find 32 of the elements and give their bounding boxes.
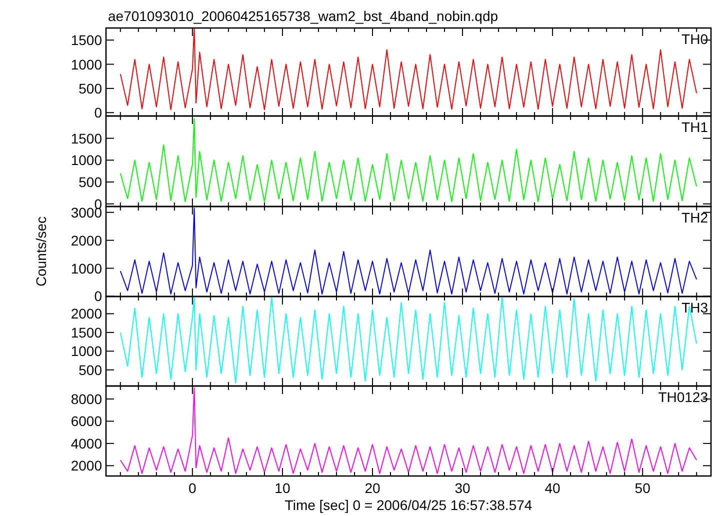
y-tick-label: 2000 xyxy=(70,458,102,474)
x-tick-label: 30 xyxy=(454,480,471,496)
y-tick-label: 6000 xyxy=(70,413,102,430)
y-tick-label: 2000 xyxy=(70,232,102,248)
y-tick-label: 1500 xyxy=(70,324,102,340)
x-axis-title: Time [sec] 0 = 2006/04/25 16:57:38.574 xyxy=(284,497,532,513)
y-tick-label: 4000 xyxy=(70,435,102,452)
x-tick-label: 0 xyxy=(188,480,197,496)
y-tick-label: 1000 xyxy=(70,152,102,168)
y-tick-label: 1000 xyxy=(70,56,102,72)
y-tick-label: 8000 xyxy=(70,391,102,407)
y-tick-label: 500 xyxy=(78,362,102,378)
y-tick-label: 500 xyxy=(78,80,102,96)
chart-title: ae701093010_20060425165738_wam2_bst_4band_nobin.qdp xyxy=(108,8,498,24)
x-tick-label: 40 xyxy=(544,480,561,496)
x-tick-label: 50 xyxy=(634,480,651,496)
y-tick-label: 500 xyxy=(78,174,102,190)
y-tick-label: 0 xyxy=(94,104,102,121)
y-tick-label: 2000 xyxy=(70,306,102,322)
series-label: TH3 xyxy=(682,300,708,316)
series-label: TH0 xyxy=(682,31,708,47)
y-tick-label: 1500 xyxy=(70,32,102,48)
x-tick-label: 20 xyxy=(364,480,380,496)
text: TH0123 xyxy=(658,389,708,405)
text: TH2 xyxy=(682,210,708,226)
y-tick-label: 1500 xyxy=(70,130,102,146)
y-axis-title: Counts/sec xyxy=(33,216,49,287)
y-tick-label: 0 xyxy=(94,288,102,304)
y-tick-label: 1000 xyxy=(70,343,102,360)
y-tick-label: 1000 xyxy=(70,260,102,276)
x-tick-label: 10 xyxy=(274,480,290,496)
series-label: TH1 xyxy=(682,119,708,135)
